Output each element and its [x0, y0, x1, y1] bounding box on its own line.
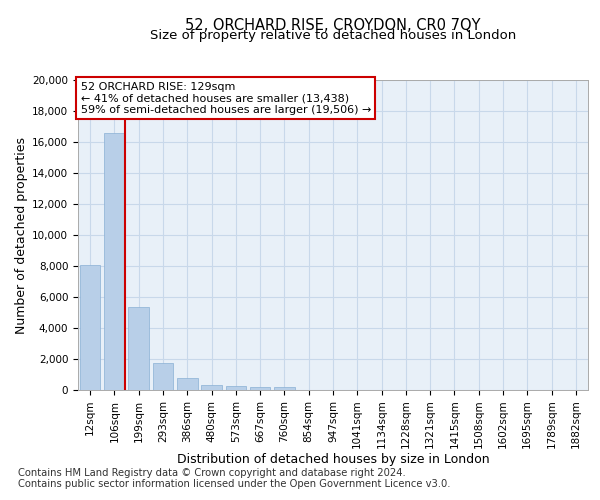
Bar — [177, 378, 197, 390]
Text: Contains public sector information licensed under the Open Government Licence v3: Contains public sector information licen… — [18, 479, 451, 489]
Text: 52, ORCHARD RISE, CROYDON, CR0 7QY: 52, ORCHARD RISE, CROYDON, CR0 7QY — [185, 18, 481, 32]
Text: Size of property relative to detached houses in London: Size of property relative to detached ho… — [150, 29, 516, 42]
Bar — [201, 384, 222, 390]
Bar — [152, 363, 173, 390]
X-axis label: Distribution of detached houses by size in London: Distribution of detached houses by size … — [176, 452, 490, 466]
Text: 52 ORCHARD RISE: 129sqm
← 41% of detached houses are smaller (13,438)
59% of sem: 52 ORCHARD RISE: 129sqm ← 41% of detache… — [80, 82, 371, 115]
Bar — [128, 307, 149, 390]
Y-axis label: Number of detached properties: Number of detached properties — [15, 136, 28, 334]
Bar — [104, 132, 125, 390]
Bar — [250, 386, 271, 390]
Bar — [80, 265, 100, 390]
Text: Contains HM Land Registry data © Crown copyright and database right 2024.: Contains HM Land Registry data © Crown c… — [18, 468, 406, 477]
Bar — [274, 386, 295, 390]
Bar — [226, 386, 246, 390]
